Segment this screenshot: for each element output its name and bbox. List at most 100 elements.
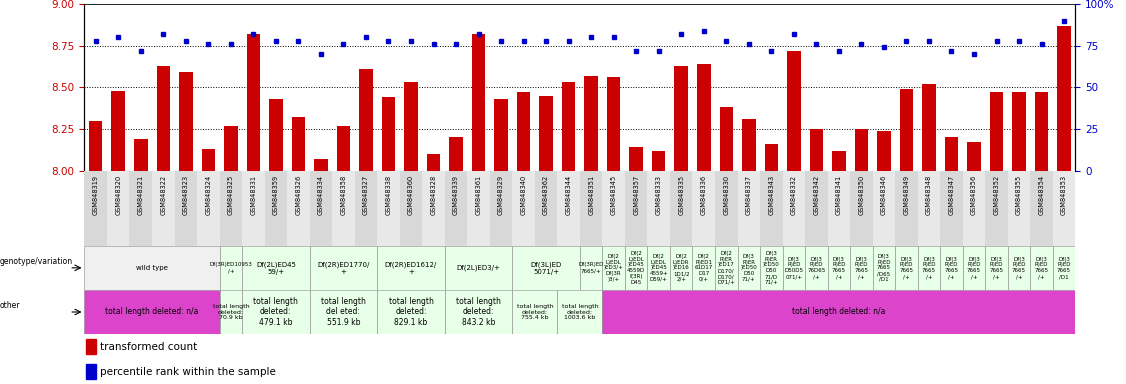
Text: GSM848322: GSM848322 bbox=[160, 175, 167, 215]
Bar bbox=[625, 171, 647, 246]
Bar bbox=[877, 131, 891, 171]
Text: GSM848342: GSM848342 bbox=[813, 175, 820, 215]
Bar bbox=[134, 139, 148, 171]
Text: Df(3R)ED10953
/+: Df(3R)ED10953 /+ bbox=[209, 262, 252, 273]
Bar bbox=[337, 126, 350, 171]
Bar bbox=[828, 246, 850, 290]
Bar bbox=[602, 246, 625, 290]
Text: GSM848355: GSM848355 bbox=[1016, 175, 1022, 215]
Bar bbox=[670, 246, 692, 290]
Bar bbox=[84, 246, 220, 290]
Text: total length deleted: n/a: total length deleted: n/a bbox=[106, 308, 198, 316]
Bar bbox=[539, 96, 553, 171]
Bar bbox=[850, 246, 873, 290]
Text: Df(2L)ED45
59/+: Df(2L)ED45 59/+ bbox=[256, 261, 296, 275]
Bar bbox=[377, 171, 400, 246]
Bar bbox=[310, 171, 332, 246]
Bar bbox=[584, 76, 598, 171]
Bar bbox=[918, 171, 940, 246]
Bar bbox=[805, 171, 828, 246]
Text: Df(3
R)ED
7665
/+: Df(3 R)ED 7665 /+ bbox=[832, 257, 846, 279]
Bar bbox=[742, 119, 756, 171]
Bar bbox=[422, 171, 445, 246]
Text: GSM848324: GSM848324 bbox=[205, 175, 212, 215]
Text: Df(3
R)ED
7665
/+: Df(3 R)ED 7665 /+ bbox=[967, 257, 981, 279]
Text: Df(3
R)ED
D50D5
071/+: Df(3 R)ED D50D5 071/+ bbox=[785, 257, 803, 279]
Text: total length
deleted:
843.2 kb: total length deleted: 843.2 kb bbox=[456, 297, 501, 327]
Bar bbox=[810, 129, 823, 171]
Bar bbox=[985, 246, 1008, 290]
Text: GSM848348: GSM848348 bbox=[926, 175, 932, 215]
Bar bbox=[963, 246, 985, 290]
Text: GSM848359: GSM848359 bbox=[272, 175, 279, 215]
Text: total length
deleted:
479.1 kb: total length deleted: 479.1 kb bbox=[253, 297, 298, 327]
Bar bbox=[269, 99, 283, 171]
Bar bbox=[377, 290, 445, 334]
Bar bbox=[1035, 93, 1048, 171]
Bar bbox=[179, 72, 193, 171]
Text: Df(2R)ED1770/
+: Df(2R)ED1770/ + bbox=[318, 261, 369, 275]
Bar bbox=[89, 121, 102, 171]
Bar bbox=[175, 171, 197, 246]
Text: Df(3
R)ED
7665
/+: Df(3 R)ED 7665 /+ bbox=[1035, 257, 1048, 279]
Text: GSM848329: GSM848329 bbox=[498, 175, 504, 215]
Bar bbox=[220, 246, 242, 290]
Bar bbox=[855, 129, 868, 171]
Text: Df(3
R)ED
7665
/D65
/D1: Df(3 R)ED 7665 /D65 /D1 bbox=[877, 254, 891, 282]
Bar bbox=[629, 147, 643, 171]
Bar bbox=[895, 246, 918, 290]
Bar bbox=[404, 82, 418, 171]
Bar bbox=[895, 171, 918, 246]
Text: GSM848323: GSM848323 bbox=[182, 175, 189, 215]
Text: Df(3R)ED
7665/+: Df(3R)ED 7665/+ bbox=[579, 262, 604, 273]
Bar bbox=[760, 171, 783, 246]
Bar bbox=[197, 171, 220, 246]
Bar bbox=[310, 290, 377, 334]
Bar bbox=[967, 142, 981, 171]
Bar bbox=[670, 171, 692, 246]
Text: GSM848352: GSM848352 bbox=[993, 175, 1000, 215]
Bar bbox=[580, 246, 602, 290]
Bar bbox=[1057, 26, 1071, 171]
Bar bbox=[738, 171, 760, 246]
Bar bbox=[647, 246, 670, 290]
Text: GSM848356: GSM848356 bbox=[971, 175, 977, 215]
Bar bbox=[355, 171, 377, 246]
Text: GSM848338: GSM848338 bbox=[385, 175, 392, 215]
Text: transformed count: transformed count bbox=[100, 341, 197, 352]
Bar bbox=[242, 246, 310, 290]
Text: GSM848349: GSM848349 bbox=[903, 175, 910, 215]
Bar bbox=[1030, 246, 1053, 290]
Bar bbox=[765, 144, 778, 171]
Text: GSM848362: GSM848362 bbox=[543, 175, 549, 215]
Text: Df(2
L)EDL
)ED45
4559D
f(3R)
D45: Df(2 L)EDL )ED45 4559D f(3R) D45 bbox=[627, 251, 645, 285]
Bar bbox=[87, 339, 97, 354]
Bar bbox=[900, 89, 913, 171]
Bar bbox=[738, 246, 760, 290]
Bar bbox=[472, 34, 485, 171]
Text: GSM848343: GSM848343 bbox=[768, 175, 775, 215]
Text: Df(2
L)EDL
)ED3/+
Df(3R
)3/+: Df(2 L)EDL )ED3/+ Df(3R )3/+ bbox=[604, 254, 624, 282]
Bar bbox=[152, 171, 175, 246]
Bar bbox=[427, 154, 440, 171]
Text: GSM848320: GSM848320 bbox=[115, 175, 122, 215]
Text: GSM848333: GSM848333 bbox=[655, 175, 662, 215]
Text: genotype/variation: genotype/variation bbox=[0, 257, 73, 266]
Bar bbox=[720, 108, 733, 171]
Bar bbox=[1008, 246, 1030, 290]
Bar bbox=[467, 171, 490, 246]
Text: GSM848331: GSM848331 bbox=[250, 175, 257, 215]
Text: GSM848344: GSM848344 bbox=[565, 175, 572, 215]
Bar bbox=[602, 290, 1075, 334]
Text: other: other bbox=[0, 301, 20, 310]
Bar bbox=[607, 77, 620, 171]
Text: Df(3
R)ED
7665
/D1: Df(3 R)ED 7665 /D1 bbox=[1057, 257, 1071, 279]
Text: Df(3
R)ED
7665
/+: Df(3 R)ED 7665 /+ bbox=[1012, 257, 1026, 279]
Text: GSM848332: GSM848332 bbox=[790, 175, 797, 215]
Text: GSM848353: GSM848353 bbox=[1061, 175, 1067, 215]
Bar bbox=[490, 171, 512, 246]
Text: Df(2
L)EDL
)ED45
4559+
D59/+: Df(2 L)EDL )ED45 4559+ D59/+ bbox=[650, 254, 668, 282]
Bar bbox=[940, 171, 963, 246]
Bar bbox=[922, 84, 936, 171]
Text: GSM848351: GSM848351 bbox=[588, 175, 595, 215]
